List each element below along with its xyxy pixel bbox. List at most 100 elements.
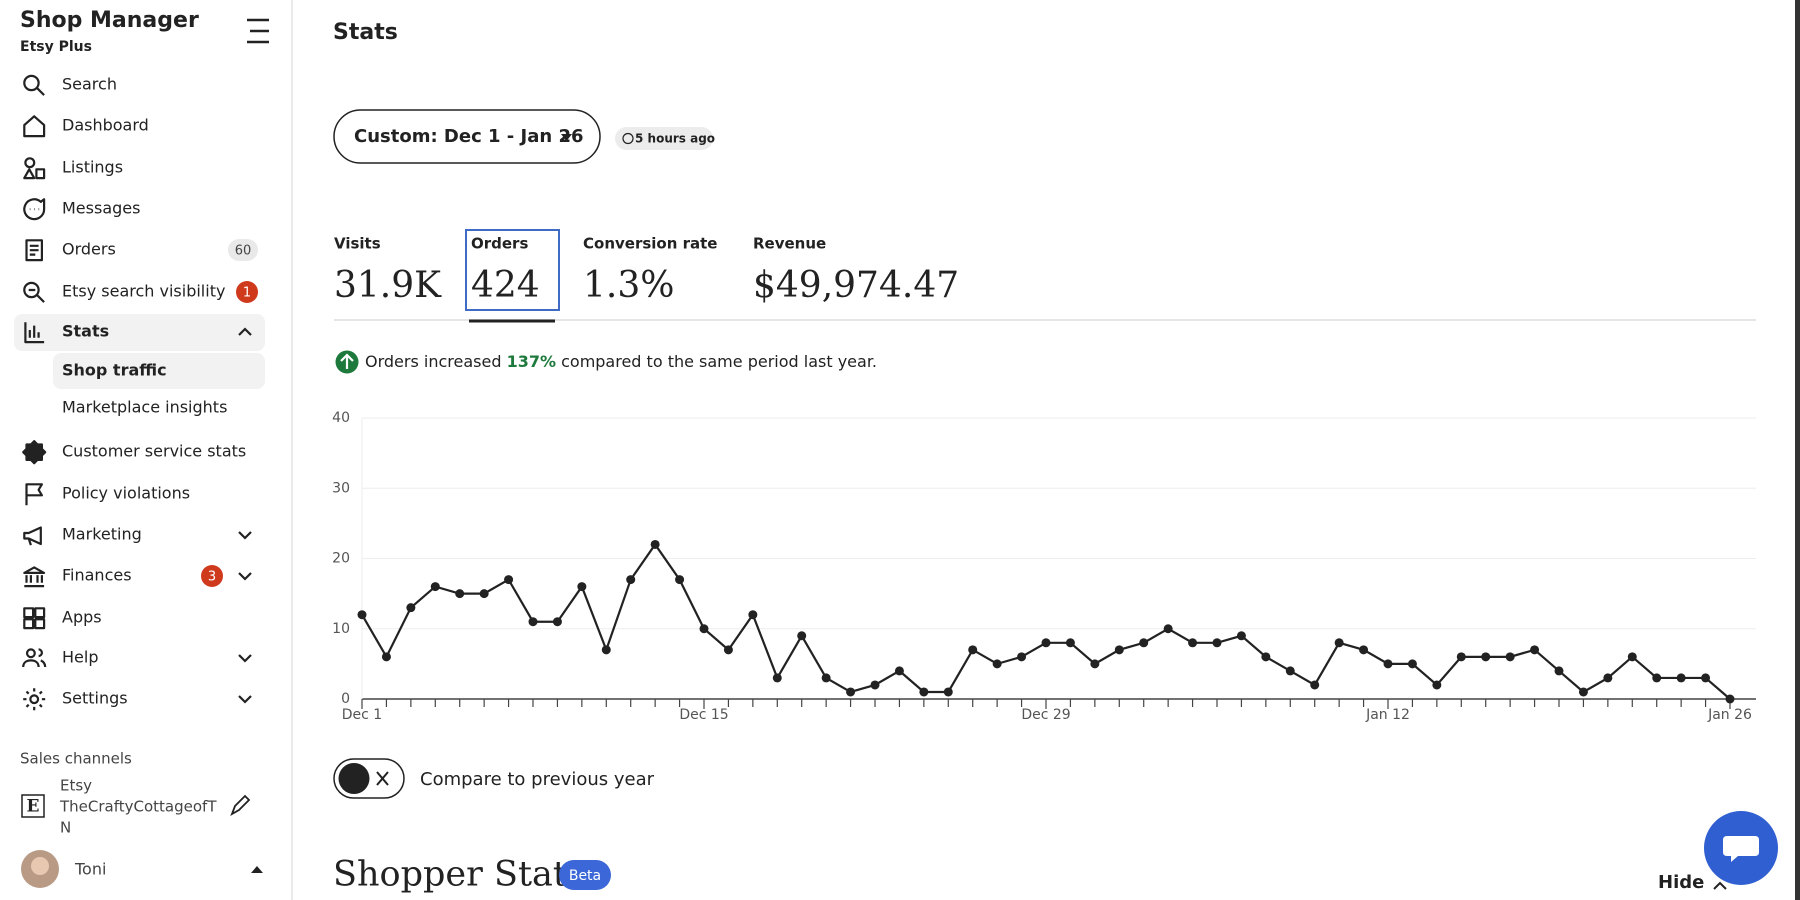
metric-tab[interactable]: Revenue $49,974.47 xyxy=(753,235,959,307)
metric-tab[interactable]: Conversion rate 1.3% xyxy=(583,235,717,307)
point[interactable] xyxy=(1163,624,1173,634)
point[interactable] xyxy=(675,575,685,585)
nav-item[interactable]: Customer service stats xyxy=(22,440,246,465)
point[interactable] xyxy=(1652,673,1662,683)
point[interactable] xyxy=(504,575,514,585)
metric-label: Visits xyxy=(334,235,381,253)
point[interactable] xyxy=(992,659,1002,669)
nav-item[interactable]: Settings xyxy=(23,688,252,711)
point[interactable] xyxy=(1456,652,1466,662)
point[interactable] xyxy=(1505,652,1515,662)
x-tick-label: Jan 26 xyxy=(1707,707,1752,723)
point[interactable] xyxy=(406,603,416,613)
point[interactable] xyxy=(1285,666,1295,676)
point[interactable] xyxy=(1236,631,1246,641)
chevron[interactable] xyxy=(238,695,252,704)
point[interactable] xyxy=(748,610,758,620)
point[interactable] xyxy=(1139,638,1149,648)
nav-item[interactable]: Dashboard xyxy=(23,115,149,138)
point[interactable] xyxy=(821,673,831,683)
compare-toggle[interactable] xyxy=(333,758,405,799)
point[interactable] xyxy=(943,687,953,697)
point[interactable] xyxy=(1627,652,1637,662)
point[interactable] xyxy=(1310,680,1320,690)
menu-button[interactable] xyxy=(247,18,269,44)
hide-chevron xyxy=(1713,881,1727,890)
point[interactable] xyxy=(577,582,587,592)
point[interactable] xyxy=(870,680,880,690)
metric-label: Revenue xyxy=(753,235,826,253)
point[interactable] xyxy=(528,617,538,627)
metric-tab[interactable]: Orders 424 xyxy=(471,235,540,307)
point[interactable] xyxy=(455,589,465,599)
point[interactable] xyxy=(968,645,978,655)
point[interactable] xyxy=(1188,638,1198,648)
point[interactable] xyxy=(1701,673,1711,683)
nav-item[interactable]: Orders 60 xyxy=(25,239,259,262)
point[interactable] xyxy=(699,624,709,634)
point[interactable] xyxy=(430,582,440,592)
point[interactable] xyxy=(723,645,733,655)
point[interactable] xyxy=(1725,694,1735,704)
point[interactable] xyxy=(1334,638,1344,648)
edit-icon[interactable] xyxy=(230,794,251,817)
nav-subitem[interactable]: Shop traffic xyxy=(53,353,265,389)
nav-item[interactable]: Finances 3 xyxy=(23,565,252,588)
y-tick-label: 30 xyxy=(332,480,350,496)
user-caret[interactable] xyxy=(251,866,263,873)
point[interactable] xyxy=(1530,645,1540,655)
point[interactable] xyxy=(894,666,904,676)
point[interactable] xyxy=(1383,659,1393,669)
nav-icon xyxy=(23,74,45,96)
nav-item[interactable]: Help xyxy=(22,648,252,668)
point[interactable] xyxy=(357,610,367,620)
nav-sub-label: Marketplace insights xyxy=(62,398,227,417)
metric-tab[interactable]: Visits 31.9K xyxy=(334,235,442,307)
point[interactable] xyxy=(1041,638,1051,648)
nav-item[interactable]: Listings xyxy=(23,157,123,180)
y-tick-label: 10 xyxy=(332,621,350,637)
point[interactable] xyxy=(650,539,660,549)
point[interactable] xyxy=(626,575,636,585)
point[interactable] xyxy=(1407,659,1417,669)
point[interactable] xyxy=(1603,673,1613,683)
point[interactable] xyxy=(1065,638,1075,648)
point[interactable] xyxy=(1432,680,1442,690)
nav-item[interactable]: Stats xyxy=(14,314,265,351)
x-tick-label: Jan 12 xyxy=(1365,707,1410,723)
chat-button[interactable] xyxy=(1704,811,1778,885)
point[interactable] xyxy=(919,687,929,697)
point[interactable] xyxy=(552,617,562,627)
point[interactable] xyxy=(1359,645,1369,655)
point[interactable] xyxy=(797,631,807,641)
insight-suffix: compared to the same period last year. xyxy=(556,352,877,371)
nav-item[interactable]: Marketing xyxy=(23,525,252,546)
point[interactable] xyxy=(1676,673,1686,683)
point[interactable] xyxy=(601,645,611,655)
nav-item[interactable]: Apps xyxy=(23,607,102,630)
point[interactable] xyxy=(1554,666,1564,676)
chevron[interactable] xyxy=(238,327,252,336)
nav-item[interactable]: Messages xyxy=(23,198,140,221)
chevron[interactable] xyxy=(238,654,252,663)
date-range-button[interactable]: Custom: Dec 1 - Jan 26 xyxy=(333,109,601,164)
point[interactable] xyxy=(1261,652,1271,662)
point[interactable] xyxy=(772,673,782,683)
point[interactable] xyxy=(1090,659,1100,669)
hide-button[interactable]: Hide xyxy=(1658,872,1704,893)
nav-subitem[interactable]: Marketplace insights xyxy=(62,398,227,417)
point[interactable] xyxy=(1017,652,1027,662)
point[interactable] xyxy=(1114,645,1124,655)
point[interactable] xyxy=(479,589,489,599)
point[interactable] xyxy=(1481,652,1491,662)
point[interactable] xyxy=(1578,687,1588,697)
nav-item[interactable]: Etsy search visibility 1 xyxy=(23,281,258,303)
chevron[interactable] xyxy=(238,531,252,540)
point[interactable] xyxy=(1212,638,1222,648)
chevron[interactable] xyxy=(238,572,252,581)
point[interactable] xyxy=(846,687,856,697)
point[interactable] xyxy=(381,652,391,662)
nav-item[interactable]: Policy violations xyxy=(25,483,191,506)
metric-label: Conversion rate xyxy=(583,235,717,253)
nav-item[interactable]: Search xyxy=(23,74,117,96)
